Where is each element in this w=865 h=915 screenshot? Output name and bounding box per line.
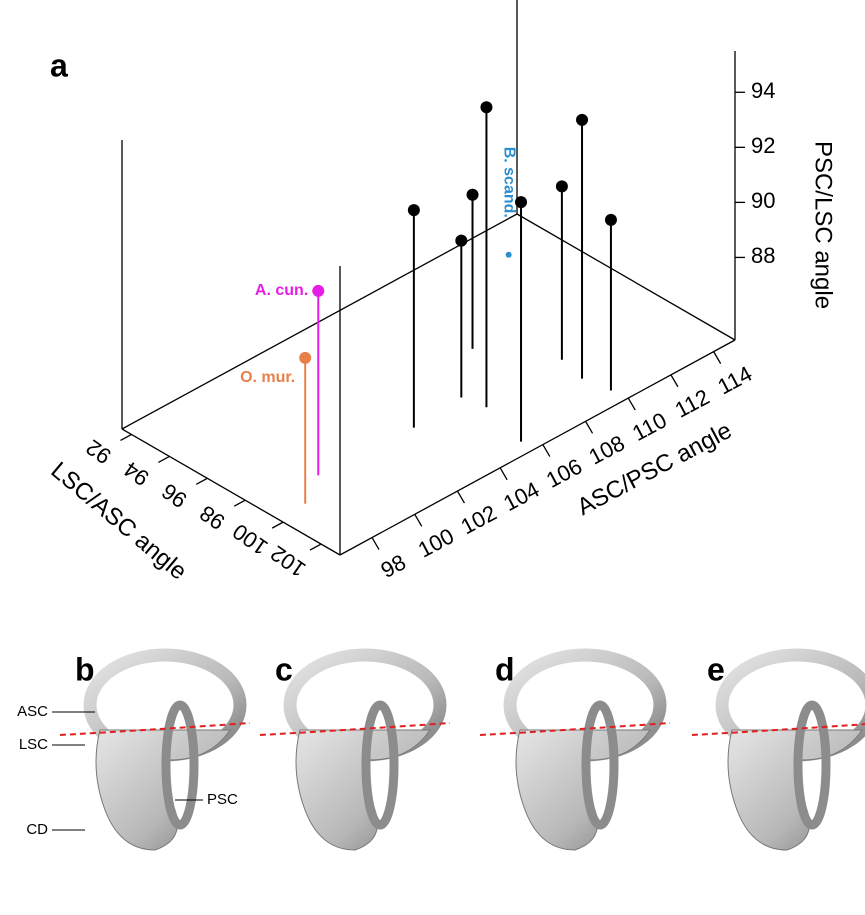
x-tick-label: 100: [414, 523, 458, 562]
y-tick-label: 92: [81, 435, 115, 470]
lsc-line: [59, 722, 251, 736]
z-tick-label: 92: [751, 133, 775, 158]
z-tick-label: 88: [751, 243, 775, 268]
x-tick-label: 114: [714, 361, 757, 400]
x-tick: [627, 397, 636, 411]
point: [299, 351, 312, 364]
ear-ring: [581, 700, 619, 830]
x-tick: [542, 444, 551, 457]
annotation: CD: [26, 821, 48, 838]
ear-ring: [161, 700, 199, 830]
y-tick-label: 96: [157, 478, 191, 513]
point: [466, 188, 479, 201]
x-tick: [713, 351, 722, 364]
x-tick: [414, 513, 423, 527]
annotation: PSC: [207, 791, 238, 808]
point: [312, 284, 325, 297]
x-tick: [456, 490, 465, 504]
legend-label: O. mur.: [240, 369, 295, 386]
y-tick-label: 102: [266, 541, 310, 583]
x-tick-label: 98: [377, 549, 410, 583]
legend-label: B. scand.: [500, 147, 517, 218]
x-tick-label: 104: [499, 477, 543, 516]
panel-label: b: [75, 651, 95, 687]
point: [515, 196, 528, 209]
z-axis-title: PSC/LSC angle: [810, 141, 837, 309]
y-tick: [233, 499, 246, 507]
point: [505, 251, 512, 258]
lsc-line: [691, 723, 865, 736]
x-tick: [499, 467, 508, 481]
lsc-line: [259, 722, 451, 736]
y-tick: [195, 477, 208, 485]
y-tick: [309, 543, 322, 551]
lsc-line: [479, 722, 671, 736]
x-tick-label: 108: [585, 430, 629, 469]
ear-ring: [793, 700, 831, 830]
box-edge: [121, 213, 518, 430]
x-tick-label: 110: [628, 407, 671, 446]
point: [407, 204, 420, 217]
panel-label: a: [50, 47, 68, 83]
x-tick-label: 112: [671, 384, 714, 423]
y-tick-label: 98: [195, 500, 229, 535]
panel-label: c: [275, 651, 293, 687]
ear-renders: b ASC LSC PSC CD c d e: [17, 648, 865, 851]
ear-ring: [361, 700, 399, 830]
box-edge: [121, 428, 341, 556]
y-tick-label: 94: [119, 457, 153, 492]
point: [455, 234, 468, 247]
annotation: LSC: [19, 736, 48, 753]
z-tick-label: 90: [751, 188, 775, 213]
point: [576, 113, 589, 126]
panel-label: d: [495, 651, 515, 687]
point: [555, 180, 568, 193]
panel-label: e: [707, 651, 725, 687]
x-tick-label: 102: [457, 500, 501, 539]
z-tick-label: 94: [751, 78, 775, 103]
y-axis-title: LSC/ASC angle: [46, 457, 192, 586]
point: [480, 101, 493, 114]
box-edge: [516, 213, 736, 341]
point: [604, 213, 617, 226]
x-tick: [670, 374, 679, 388]
x-tick-label: 106: [542, 453, 586, 492]
x-tick: [371, 537, 380, 550]
legend-label: A. cun.: [255, 282, 308, 299]
x-tick: [584, 421, 594, 434]
y-tick: [271, 521, 284, 529]
y-tick: [120, 433, 132, 442]
box-edge: [339, 339, 736, 556]
y-tick-label: 100: [228, 519, 272, 561]
y-tick: [158, 455, 170, 463]
annotation: ASC: [17, 703, 48, 720]
